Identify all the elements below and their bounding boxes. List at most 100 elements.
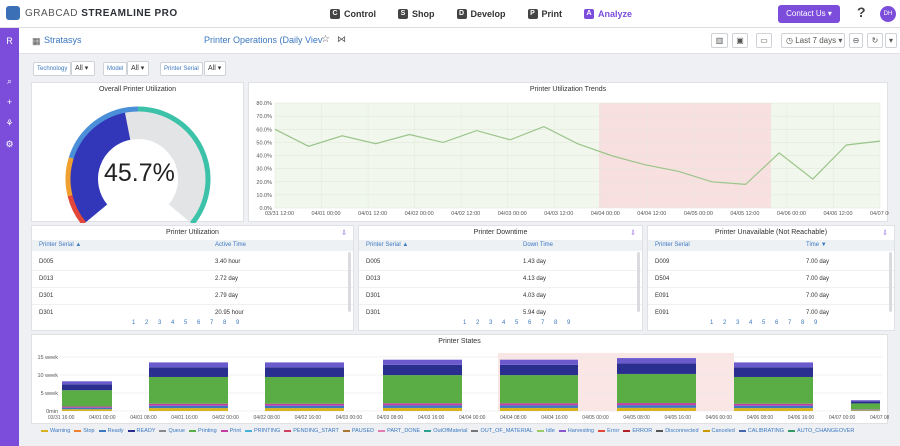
zoom-out-icon[interactable]: ⊖	[849, 33, 863, 48]
refresh-interval-dropdown[interactable]: ▾	[885, 33, 897, 48]
legend-item[interactable]: PENDING_START	[284, 428, 339, 434]
x-tick-label: 04/06 08:00	[747, 415, 774, 421]
table-scrollbar[interactable]	[348, 252, 351, 312]
control-icon: C	[330, 9, 340, 19]
tv-mode-icon[interactable]: ▭	[756, 33, 772, 48]
x-tick-label: 04/02 16:00	[295, 415, 322, 421]
x-tick-label: 04/05 16:00	[665, 415, 692, 421]
legend-item[interactable]: Printing	[188, 428, 217, 434]
legend-item[interactable]: READY	[127, 428, 155, 434]
gauge-fill	[70, 112, 131, 223]
legend-swatch	[159, 429, 167, 432]
legend-label: Queue	[168, 428, 185, 434]
y-tick-label: 0.0%	[259, 206, 272, 212]
serial-filter-select[interactable]: All ▾	[204, 61, 226, 76]
add-panel-icon[interactable]: ▥	[711, 33, 728, 48]
legend-label: CALIBRATING	[747, 428, 785, 434]
col-printer-serial[interactable]: Printer Serial	[655, 242, 690, 248]
x-tick-label: 04/04 00:00	[591, 211, 620, 217]
add-icon[interactable]: +	[6, 97, 13, 107]
legend-item[interactable]: OUT_OF_MATERIAL	[471, 428, 533, 434]
legend-item[interactable]: PAUSED	[342, 428, 374, 434]
state-bar-segment	[62, 409, 112, 411]
legend-swatch	[220, 429, 228, 432]
x-tick-label: 04/03 16:00	[418, 415, 445, 421]
legend-item[interactable]: Print	[220, 428, 241, 434]
legend-item[interactable]: PART_DONE	[378, 428, 420, 434]
legend-item[interactable]: Idle	[536, 428, 555, 434]
col-time[interactable]: Time ▼	[806, 242, 827, 248]
legend-item[interactable]: Error	[598, 428, 619, 434]
legend-item[interactable]: Warning	[41, 428, 70, 434]
nav-print[interactable]: P Print	[527, 9, 562, 19]
settings-icon[interactable]: ⚙	[5, 139, 14, 149]
download-icon[interactable]: ⇩	[341, 230, 347, 237]
top-nav: C Control S Shop D Develop P Print A Analyze	[330, 0, 632, 28]
legend-swatch	[74, 429, 82, 432]
dashboard-grid-icon[interactable]: ▦	[32, 36, 41, 46]
org-breadcrumb[interactable]: Stratasys	[44, 35, 82, 45]
printer-downtime-panel: Printer Downtime ⇩ Printer Serial ▲ Down…	[358, 225, 643, 331]
nav-develop[interactable]: D Develop	[456, 9, 506, 19]
time-range-picker[interactable]: ◷ Last 7 days ▾	[781, 33, 845, 48]
app-logo[interactable]: GRABCAD STREAMLINE PRO	[6, 6, 178, 20]
state-bar-segment	[265, 408, 344, 411]
hierarchy-icon[interactable]: ⚘	[5, 118, 14, 128]
contact-us-button[interactable]: Contact Us ▾	[778, 5, 840, 23]
nav-shop[interactable]: S Shop	[398, 9, 435, 19]
help-icon[interactable]: ?	[857, 4, 866, 20]
share-icon[interactable]: ⋈	[337, 34, 346, 44]
legend-item[interactable]: Queue	[159, 428, 185, 434]
col-active-time[interactable]: Active Time	[215, 242, 247, 248]
nav-analyze[interactable]: A Analyze	[584, 9, 632, 19]
model-filter-label: Model	[103, 62, 128, 76]
home-icon[interactable]: R	[6, 36, 13, 46]
state-bar-segment	[500, 375, 578, 404]
state-bar-segment	[265, 405, 344, 409]
col-down-time[interactable]: Down Time	[523, 242, 554, 248]
user-avatar[interactable]: DH	[880, 6, 896, 22]
legend-item[interactable]: ERROR	[623, 428, 652, 434]
state-bar-segment	[617, 407, 696, 411]
col-printer-serial[interactable]: Printer Serial ▲	[39, 242, 82, 248]
technology-filter-select[interactable]: All ▾	[71, 61, 95, 76]
search-icon[interactable]: ⌕	[6, 76, 13, 86]
legend-item[interactable]: Disconnected	[656, 428, 699, 434]
favorite-star-icon[interactable]: ☆	[321, 34, 330, 45]
state-bar-segment	[265, 367, 344, 377]
table-row: D504 7.00 day	[648, 271, 894, 288]
state-bar-segment	[265, 403, 344, 406]
table-pagination[interactable]: 1 2 3 4 5 6 7 8 9	[710, 320, 822, 326]
legend-item[interactable]: Stop	[74, 428, 95, 434]
legend-swatch	[738, 429, 746, 432]
legend-label: PRINTING	[253, 428, 281, 434]
model-filter-select[interactable]: All ▾	[127, 61, 149, 76]
x-tick-label: 04/04 16:00	[541, 415, 568, 421]
legend-item[interactable]: OutOfMaterial	[424, 428, 467, 434]
legend-item[interactable]: PRINTING	[244, 428, 281, 434]
download-icon[interactable]: ⇩	[882, 230, 888, 237]
legend-item[interactable]: CALIBRATING	[738, 428, 785, 434]
col-printer-serial[interactable]: Printer Serial ▲	[366, 242, 409, 248]
legend-swatch	[471, 429, 479, 432]
download-icon[interactable]: ⇩	[630, 230, 636, 237]
table-scrollbar[interactable]	[889, 252, 892, 312]
table-scrollbar[interactable]	[637, 252, 640, 312]
y-tick-label: 20.0%	[256, 180, 272, 186]
table-pagination[interactable]: 1 2 3 4 5 6 7 8 9	[132, 320, 244, 326]
legend-label: Canceled	[711, 428, 735, 434]
x-tick-label: 04/07 08:00	[870, 415, 889, 421]
refresh-icon[interactable]: ↻	[867, 33, 883, 48]
x-tick-label: 04/05 12:00	[730, 211, 759, 217]
legend-item[interactable]: Ready	[98, 428, 124, 434]
save-icon[interactable]: ▣	[732, 33, 748, 48]
printer-utilization-panel: Printer Utilization ⇩ Printer Serial ▲ A…	[31, 225, 354, 331]
y-tick-label: 0min	[46, 409, 58, 415]
legend-item[interactable]: Canceled	[702, 428, 735, 434]
x-tick-label: 04/01 12:00	[358, 211, 387, 217]
table-pagination[interactable]: 1 2 3 4 5 6 7 8 9	[463, 320, 575, 326]
legend-item[interactable]: AUTO_CHANGEOVER	[788, 428, 854, 434]
legend-label: Disconnected	[665, 428, 699, 434]
legend-item[interactable]: Harvesting	[558, 428, 594, 434]
nav-control[interactable]: C Control	[330, 9, 376, 19]
